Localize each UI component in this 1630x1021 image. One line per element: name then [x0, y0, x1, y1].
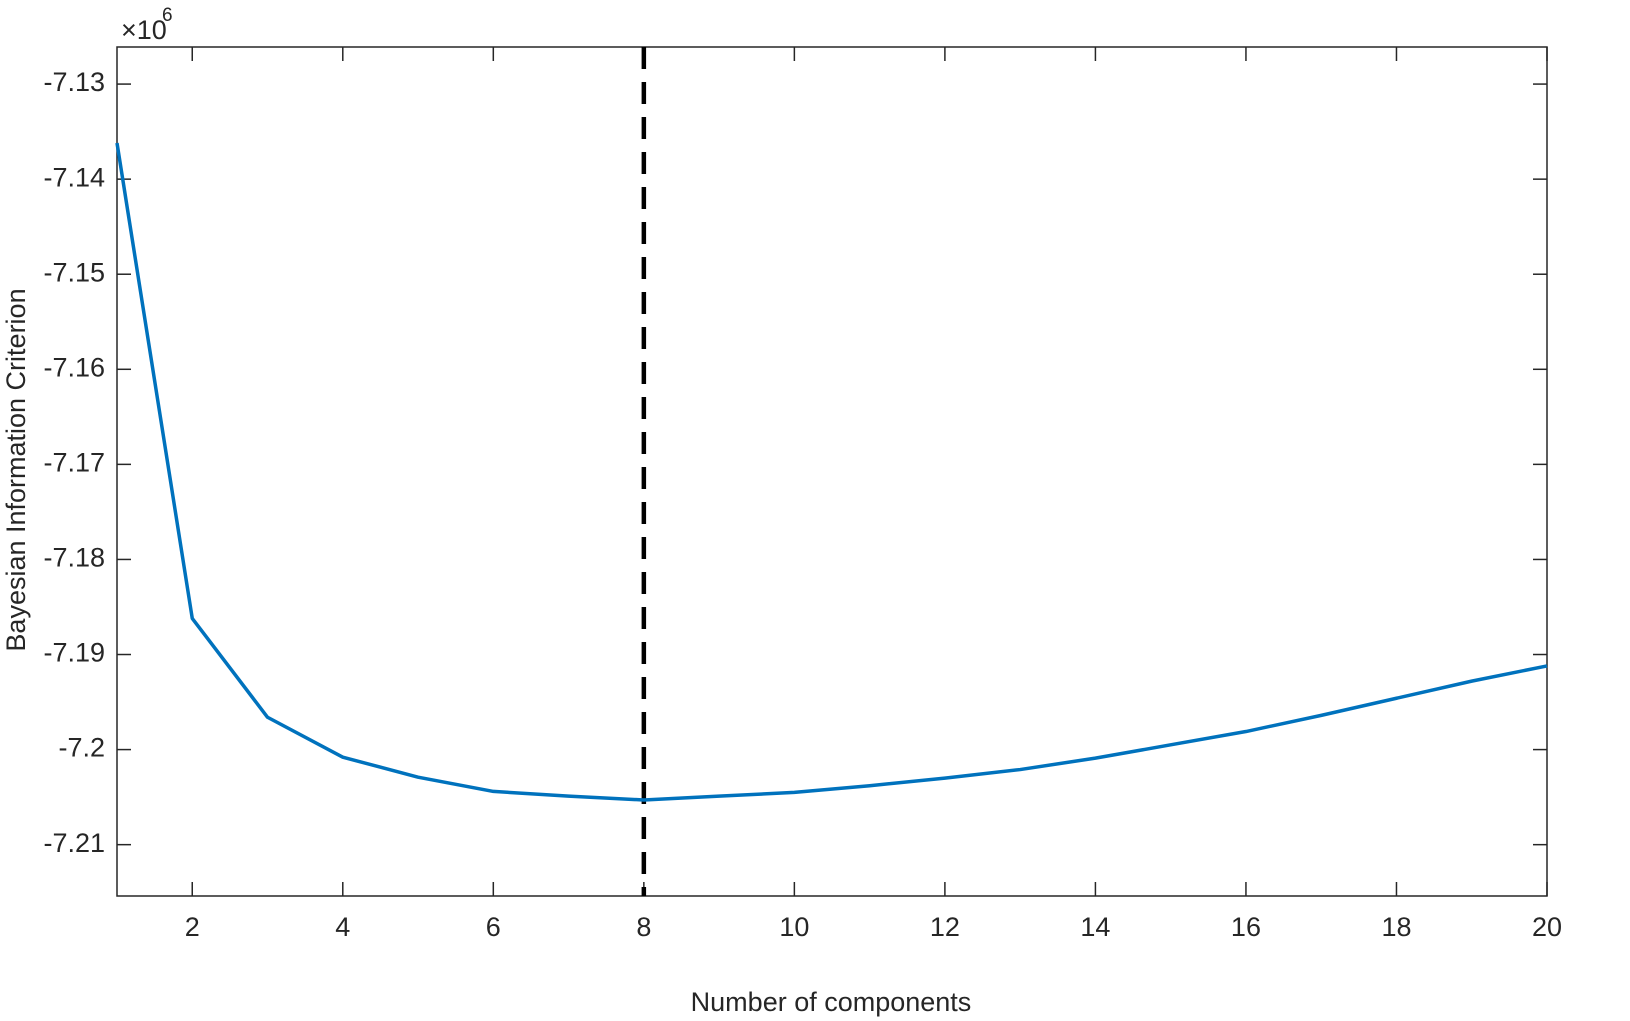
y-tick-label: -7.21 [43, 828, 105, 858]
y-tick-label: -7.17 [43, 447, 105, 477]
x-tick-label: 2 [185, 912, 200, 942]
x-axis-label: Number of components [691, 987, 972, 1017]
x-tick-label: 8 [636, 912, 651, 942]
data-line [115, 142, 1548, 802]
y-tick-label: -7.15 [43, 257, 105, 287]
x-tick-label: 12 [930, 912, 960, 942]
y-tick-label: -7.18 [43, 543, 105, 573]
y-tick-label: -7.14 [43, 162, 105, 192]
y-tick-label: -7.2 [58, 733, 105, 763]
x-tick-label: 20 [1532, 912, 1562, 942]
plot-area [116, 46, 1548, 897]
x-tick-label: 4 [335, 912, 350, 942]
y-tick-label: -7.13 [43, 67, 105, 97]
y-multiplier: ×10 [121, 15, 167, 45]
y-tick-label: -7.19 [43, 638, 105, 668]
x-tick-label: 16 [1231, 912, 1261, 942]
y-tick-label: -7.16 [43, 352, 105, 382]
y-axis-label: Bayesian Information Criterion [1, 288, 31, 651]
x-tick-label: 14 [1080, 912, 1110, 942]
x-tick-label: 18 [1381, 912, 1411, 942]
x-tick-label: 6 [486, 912, 501, 942]
y-multiplier-exponent: 6 [162, 5, 173, 26]
x-tick-label: 10 [779, 912, 809, 942]
